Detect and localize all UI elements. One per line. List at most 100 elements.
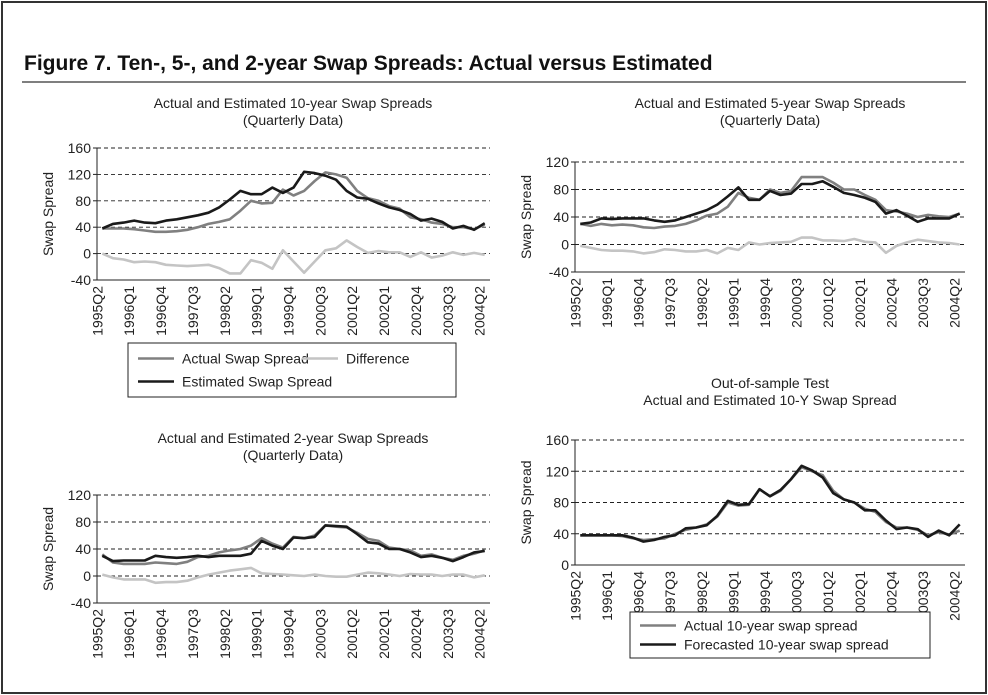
y-tick-label: 160 bbox=[546, 432, 570, 448]
y-tick-label: 120 bbox=[68, 166, 92, 182]
chart-subtitle: Actual and Estimated 10-Y Swap Spread bbox=[643, 392, 896, 408]
y-tick-label: -40 bbox=[71, 272, 91, 288]
x-tick-label: 1996Q4 bbox=[153, 286, 169, 336]
x-tick-label: 1999Q4 bbox=[281, 286, 297, 336]
x-tick-label: 2002Q1 bbox=[852, 571, 868, 621]
x-tick-label: 2001Q2 bbox=[344, 286, 360, 336]
series-line bbox=[580, 180, 961, 226]
x-tick-label: 2004Q2 bbox=[472, 609, 488, 659]
legend-box bbox=[127, 342, 457, 398]
y-axis-label: Swap Spread bbox=[40, 507, 56, 591]
series-line bbox=[580, 464, 961, 543]
y-tick-label: 80 bbox=[75, 514, 91, 530]
x-tick-label: 2002Q4 bbox=[408, 609, 424, 659]
x-tick-label: 2002Q1 bbox=[376, 286, 392, 336]
y-axis-label: Swap Spread bbox=[518, 175, 534, 259]
chart: Actual and Estimated 10-year Swap Spread… bbox=[40, 95, 490, 398]
legend-label: Forecasted 10-year swap spread bbox=[684, 637, 889, 653]
x-tick-label: 2001Q2 bbox=[820, 571, 836, 621]
x-tick-label: 1997Q3 bbox=[185, 609, 201, 659]
x-tick-label: 1998Q2 bbox=[217, 286, 233, 336]
x-tick-label: 2004Q2 bbox=[472, 286, 488, 336]
x-tick-label: 2002Q4 bbox=[883, 571, 899, 621]
legend-label: Actual Swap Spread bbox=[182, 351, 309, 367]
x-tick-label: 1999Q1 bbox=[249, 609, 265, 659]
x-tick-label: 1996Q1 bbox=[599, 278, 615, 328]
y-tick-label: 40 bbox=[75, 219, 91, 235]
series-line bbox=[101, 524, 485, 563]
chart-subtitle: (Quarterly Data) bbox=[720, 112, 820, 128]
x-tick-label: 1997Q3 bbox=[662, 278, 678, 328]
x-tick-label: 1995Q2 bbox=[567, 278, 583, 328]
y-tick-label: 0 bbox=[83, 568, 91, 584]
x-tick-label: 1999Q1 bbox=[725, 278, 741, 328]
x-tick-label: 2002Q4 bbox=[883, 278, 899, 328]
x-tick-label: 2003Q3 bbox=[915, 278, 931, 328]
y-tick-label: 120 bbox=[546, 154, 570, 170]
x-tick-label: 2000Q3 bbox=[789, 571, 805, 621]
x-tick-label: 2004Q2 bbox=[947, 278, 963, 328]
x-tick-label: 1996Q1 bbox=[599, 571, 615, 621]
y-tick-label: -40 bbox=[549, 264, 569, 280]
y-tick-label: 0 bbox=[83, 246, 91, 262]
series-line bbox=[580, 236, 960, 255]
x-tick-label: 1999Q4 bbox=[757, 278, 773, 328]
x-tick-label: 1998Q2 bbox=[217, 609, 233, 659]
x-tick-label: 2002Q4 bbox=[408, 286, 424, 336]
x-tick-label: 1996Q1 bbox=[121, 609, 137, 659]
y-tick-label: 80 bbox=[75, 193, 91, 209]
x-tick-label: 1999Q4 bbox=[281, 609, 297, 659]
legend-label: Estimated Swap Spread bbox=[182, 374, 332, 390]
series-line bbox=[101, 566, 485, 585]
x-tick-label: 2000Q3 bbox=[789, 278, 805, 328]
x-tick-label: 2001Q2 bbox=[820, 278, 836, 328]
series-line bbox=[101, 239, 485, 275]
figure-title: Figure 7. Ten-, 5-, and 2-year Swap Spre… bbox=[24, 52, 713, 75]
y-tick-label: 40 bbox=[553, 526, 569, 542]
x-tick-label: 2004Q2 bbox=[947, 571, 963, 621]
x-tick-label: 1998Q2 bbox=[694, 278, 710, 328]
y-tick-label: 40 bbox=[553, 209, 569, 225]
x-tick-label: 2000Q3 bbox=[312, 609, 328, 659]
x-tick-label: 2002Q1 bbox=[852, 278, 868, 328]
y-axis-label: Swap Spread bbox=[40, 172, 56, 256]
x-tick-label: 1995Q2 bbox=[567, 571, 583, 621]
x-tick-label: 2000Q3 bbox=[312, 286, 328, 336]
y-axis-label: Swap Spread bbox=[518, 460, 534, 544]
y-tick-label: 80 bbox=[553, 182, 569, 198]
chart-title: Actual and Estimated 10-year Swap Spread… bbox=[154, 95, 433, 111]
y-tick-label: 0 bbox=[561, 557, 569, 573]
legend-label: Difference bbox=[346, 351, 410, 367]
chart-title: Actual and Estimated 2-year Swap Spreads bbox=[158, 430, 429, 446]
x-tick-label: 2003Q3 bbox=[440, 286, 456, 336]
x-tick-label: 2003Q3 bbox=[440, 609, 456, 659]
y-tick-label: 80 bbox=[553, 495, 569, 511]
y-tick-label: -40 bbox=[71, 595, 91, 611]
x-tick-label: 1999Q4 bbox=[757, 571, 773, 621]
legend-label: Actual 10-year swap spread bbox=[684, 618, 858, 634]
x-tick-label: 1997Q3 bbox=[185, 286, 201, 336]
x-tick-label: 2002Q1 bbox=[376, 609, 392, 659]
chart-title: Out-of-sample Test bbox=[711, 375, 829, 391]
y-tick-label: 0 bbox=[561, 237, 569, 253]
x-tick-label: 1997Q3 bbox=[662, 571, 678, 621]
x-tick-label: 2001Q2 bbox=[344, 609, 360, 659]
x-tick-label: 1996Q4 bbox=[631, 278, 647, 328]
x-tick-label: 1996Q4 bbox=[631, 571, 647, 621]
y-tick-label: 160 bbox=[68, 140, 92, 156]
y-tick-label: 120 bbox=[68, 487, 92, 503]
y-tick-label: 120 bbox=[546, 463, 570, 479]
chart: Actual and Estimated 2-year Swap Spreads… bbox=[40, 430, 490, 659]
x-tick-label: 1999Q1 bbox=[249, 286, 265, 336]
legend-box bbox=[629, 611, 931, 659]
x-tick-label: 1998Q2 bbox=[694, 571, 710, 621]
series-line bbox=[101, 170, 486, 232]
chart-title: Actual and Estimated 5-year Swap Spreads bbox=[635, 95, 906, 111]
x-tick-label: 1995Q2 bbox=[89, 286, 105, 336]
chart-subtitle: (Quarterly Data) bbox=[243, 112, 343, 128]
x-tick-label: 1999Q1 bbox=[725, 571, 741, 621]
chart-subtitle: (Quarterly Data) bbox=[243, 447, 343, 463]
chart: Actual and Estimated 5-year Swap Spreads… bbox=[518, 95, 965, 328]
